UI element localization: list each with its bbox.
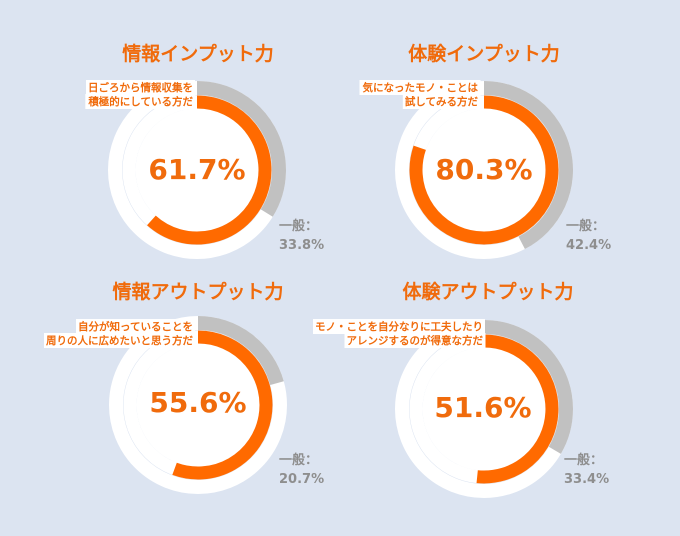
center-percentage-label: 80.3% — [435, 153, 532, 186]
donut-center — [422, 108, 546, 232]
donut-center — [422, 347, 546, 471]
donut-rings — [395, 81, 574, 259]
description-bg-rect — [359, 80, 481, 95]
general-label: 一般： — [279, 218, 318, 234]
donut-center — [135, 108, 259, 232]
accent-arc — [409, 95, 559, 245]
description-bg-rect — [44, 333, 196, 348]
description-line-1: 日ごろから情報収集を — [88, 81, 193, 94]
donut-rings — [109, 316, 287, 494]
donut-rings — [395, 320, 573, 498]
accent-arc — [476, 334, 559, 484]
description-bg-rect — [344, 333, 486, 348]
general-value-label: 42.4% — [566, 238, 611, 253]
donut-rings — [108, 81, 286, 259]
general-label: 一般： — [564, 452, 603, 468]
general-arc — [483, 320, 573, 454]
chart-panel-info-input: 情報インプット力 日ごろから情報収集を 積極的にしている方だ 61.7% 一般：… — [85, 42, 324, 259]
center-percentage-label: 61.7% — [148, 153, 245, 186]
center-percentage-label: 55.6% — [149, 386, 246, 419]
general-label: 一般： — [566, 218, 605, 234]
accent-arc — [147, 95, 272, 245]
description-bg-rect — [85, 94, 196, 109]
general-arc — [197, 316, 284, 386]
description-line-1: 気になったモノ・ことは — [362, 81, 479, 94]
chart-panel-experience-output: 体験アウトプット力 モノ・ことを自分なりに工夫したり アレンジするのが得意な方だ… — [313, 280, 609, 498]
donut-center — [136, 343, 260, 467]
chart-title: 情報インプット力 — [122, 42, 273, 65]
description-line-1: モノ・ことを自分なりに工夫したり — [315, 320, 483, 333]
general-value-label: 33.4% — [564, 472, 609, 487]
general-label: 一般： — [279, 452, 318, 468]
description-bg-rect — [76, 319, 195, 334]
chart-title: 情報アウトプット力 — [112, 280, 283, 303]
chart-panel-experience-input: 体験インプット力 気になったモノ・ことは 試してみる方だ 80.3% 一般： 4… — [359, 42, 611, 259]
accent-arc — [172, 330, 273, 480]
description-bg-rect — [313, 319, 485, 334]
general-arc — [483, 81, 574, 250]
general-value-label: 20.7% — [279, 472, 324, 487]
description-line-2: 周りの人に広めたいと思う方だ — [46, 334, 193, 347]
description-background — [85, 80, 196, 109]
description-background — [359, 80, 481, 109]
general-arc — [196, 81, 286, 217]
description-background — [44, 319, 196, 348]
chart-title: 体験インプット力 — [408, 42, 559, 65]
description-line-2: アレンジするのが得意な方だ — [347, 334, 484, 347]
description-bg-rect — [402, 94, 481, 109]
center-percentage-label: 51.6% — [434, 391, 531, 424]
chart-panel-info-output: 情報アウトプット力 自分が知っていることを 周りの人に広めたいと思う方だ 55.… — [44, 280, 324, 494]
description-line-2: 試してみる方だ — [405, 95, 479, 108]
general-value-label: 33.8% — [279, 238, 324, 253]
description-line-1: 自分が知っていることを — [78, 320, 193, 333]
chart-title: 体験アウトプット力 — [402, 280, 573, 303]
description-bg-rect — [86, 80, 195, 95]
description-line-2: 積極的にしている方だ — [87, 95, 193, 108]
description-background — [313, 319, 486, 348]
